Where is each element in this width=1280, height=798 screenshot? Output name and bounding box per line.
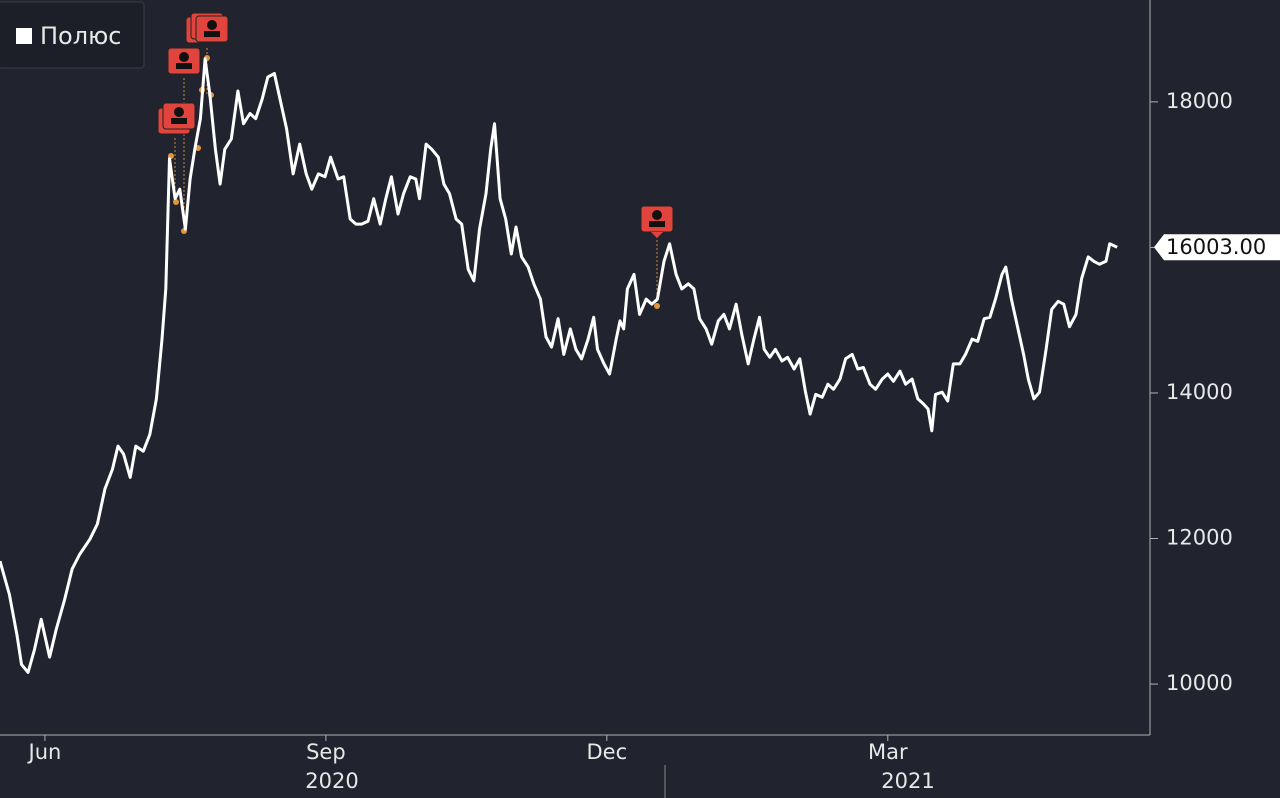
event-flags (157, 12, 674, 238)
year-label: 2021 (881, 769, 934, 793)
year-label: 2020 (305, 769, 358, 793)
legend-box (0, 1, 145, 69)
x-tick-label: Mar (868, 740, 908, 764)
price-line (0, 57, 1118, 674)
last-value-label: 16003.00 (1166, 235, 1266, 259)
last-value-box (1154, 234, 1280, 261)
y-tick-label: 14000 (1166, 380, 1233, 404)
y-tick-label: 18000 (1166, 89, 1233, 113)
last-value-tag: 16003.00 (1154, 234, 1280, 261)
x-tick-label: Dec (587, 740, 628, 764)
y-tick-label: 12000 (1166, 526, 1233, 550)
x-tick-label: Jun (27, 740, 62, 764)
legend-swatch (16, 28, 32, 44)
legend-label: Полюс (40, 22, 121, 50)
y-tick-label: 10000 (1166, 671, 1233, 695)
x-tick-label: Sep (306, 740, 346, 764)
